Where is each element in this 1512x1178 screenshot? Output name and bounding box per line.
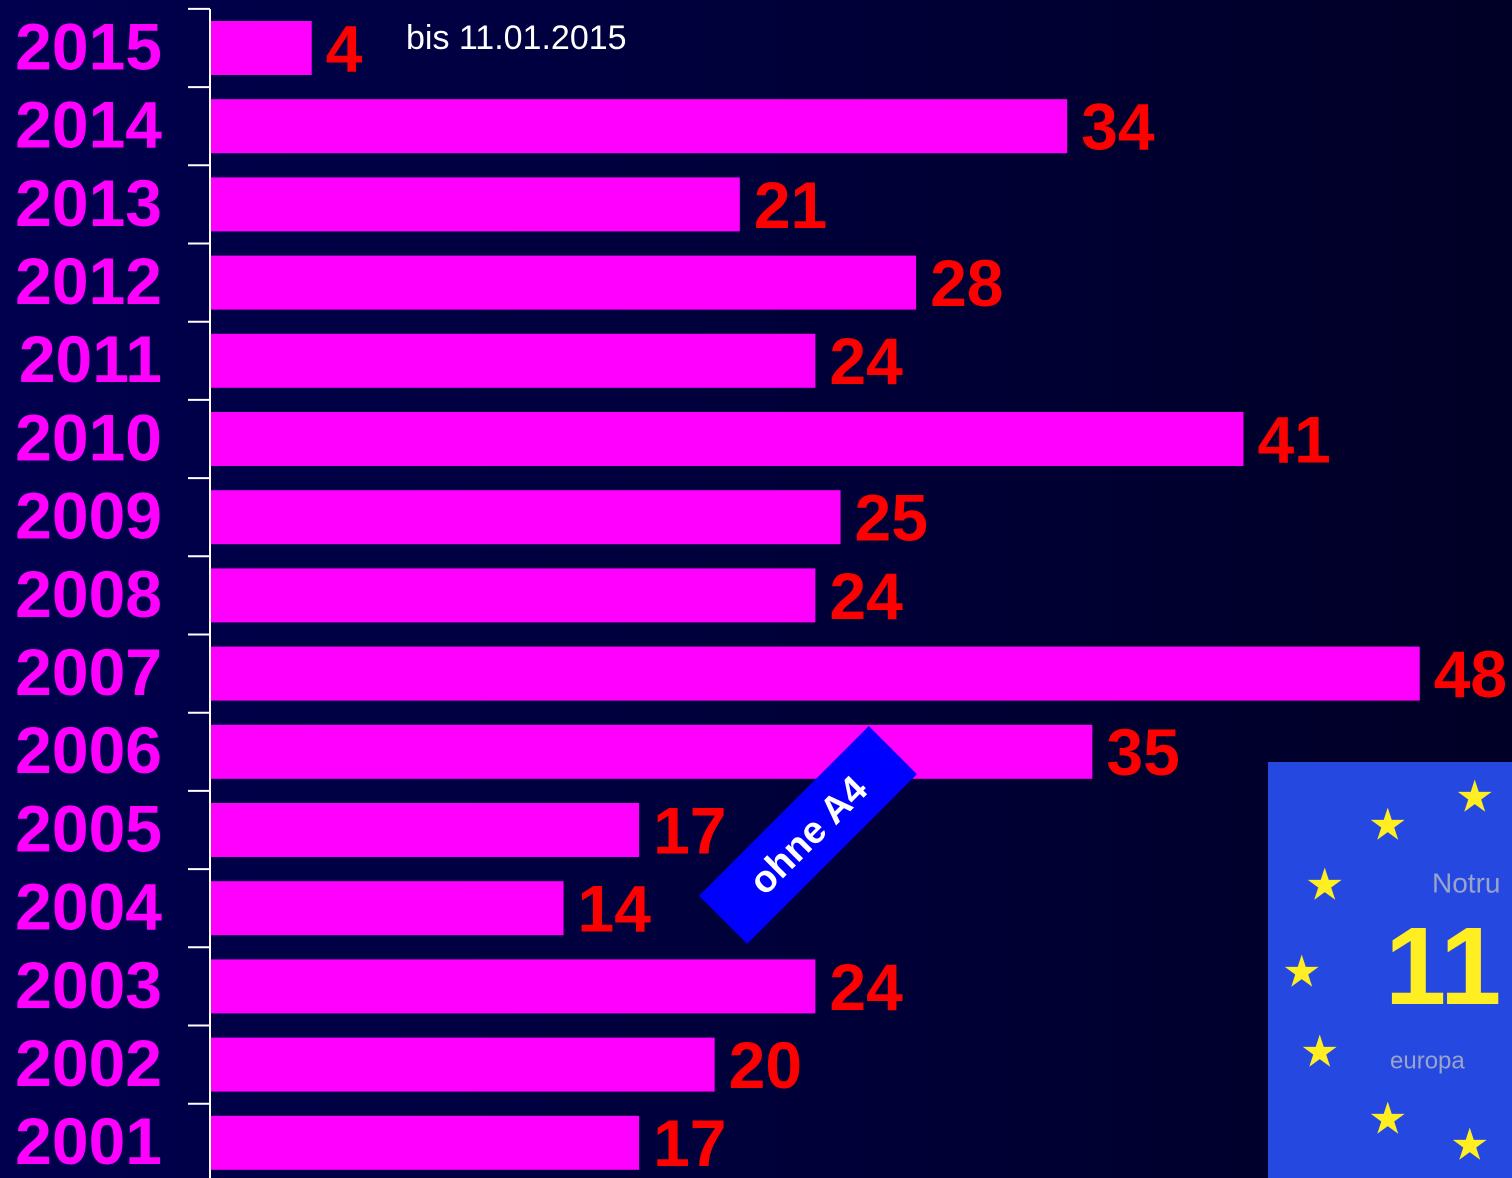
svg-text:★: ★: [1450, 1121, 1489, 1170]
data-label: 17: [653, 1106, 726, 1178]
annotation-box: [699, 726, 917, 944]
bar: [211, 803, 640, 857]
bar: [211, 255, 917, 310]
y-tick-label: 2008: [15, 557, 162, 631]
data-label: 20: [729, 1028, 802, 1102]
annotation: bis 11.01.2015: [406, 19, 627, 57]
data-label: 4: [326, 11, 363, 85]
y-tick-label: 2011: [19, 322, 162, 396]
y-tick-label: 2003: [15, 948, 162, 1022]
y-tick-label: 2015: [15, 9, 162, 83]
data-label: 48: [1434, 637, 1507, 711]
y-tick-label: 2006: [15, 713, 162, 787]
y-tick-label: 2010: [15, 400, 162, 474]
data-label: 34: [1081, 90, 1155, 164]
data-label: 24: [829, 324, 903, 398]
bar: [211, 177, 740, 232]
svg-text:★: ★: [1305, 861, 1344, 910]
bar: [211, 568, 816, 623]
data-label: 41: [1257, 402, 1330, 476]
emblem-stars: ★ ★ ★ ★ ★ ★ ★: [1282, 773, 1494, 1170]
y-tick-label: 2014: [15, 88, 162, 162]
bar: [211, 333, 816, 388]
y-tick-label: 2009: [15, 479, 162, 553]
y-tick-label: 2004: [15, 870, 162, 944]
data-label: 25: [855, 481, 928, 555]
data-label: 28: [930, 246, 1003, 320]
svg-text:★: ★: [1455, 773, 1494, 822]
data-label: 35: [1106, 715, 1179, 789]
svg-text:★: ★: [1282, 948, 1321, 997]
svg-text:★: ★: [1300, 1028, 1339, 1077]
bar: [211, 21, 312, 75]
bar: [211, 99, 1068, 154]
data-label: 17: [653, 793, 726, 867]
y-tick-label: 2005: [15, 791, 162, 865]
y-tick-label: 2013: [15, 166, 162, 240]
data-label: 24: [829, 950, 903, 1024]
y-tick-label: 2012: [15, 244, 162, 318]
svg-text:★: ★: [1368, 801, 1407, 850]
svg-text:★: ★: [1368, 1095, 1407, 1144]
data-label: 21: [754, 168, 827, 242]
bar: [211, 490, 841, 545]
y-tick-label: 2001: [15, 1104, 162, 1178]
bar: [211, 959, 816, 1014]
emblem-text: europa: [1390, 1047, 1465, 1074]
bar: [211, 1037, 715, 1092]
emblem: ★ ★ ★ ★ ★ ★ ★ Notru 11 europa: [1268, 762, 1512, 1178]
bar: [211, 1115, 640, 1170]
emblem-text: Notru: [1432, 867, 1500, 898]
bar: [211, 412, 1244, 466]
bar: [211, 724, 1093, 779]
y-tick-label: 2002: [15, 1026, 162, 1100]
emblem-number: 11: [1385, 905, 1501, 1028]
y-tick-label: 2007: [15, 635, 162, 709]
data-label: 24: [829, 559, 903, 633]
emblem-background: [1268, 762, 1512, 1178]
data-label: 14: [578, 872, 652, 946]
bar: [211, 646, 1420, 701]
bar: [211, 881, 564, 936]
